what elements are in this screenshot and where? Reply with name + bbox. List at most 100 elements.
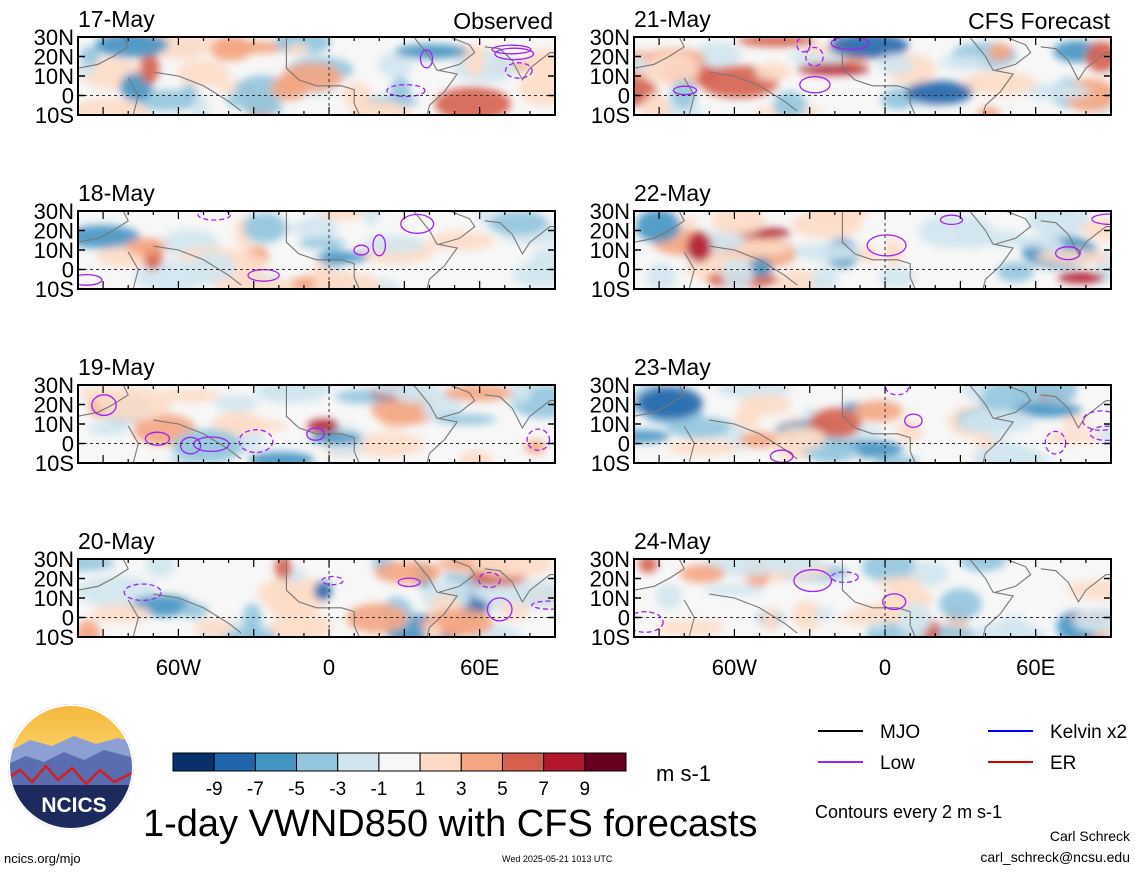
lat-label: 30N — [590, 25, 630, 50]
lat-label: 10N — [34, 64, 74, 89]
figure-title: 1-day VWND850 with CFS forecasts — [143, 803, 758, 845]
colorbar-swatch — [172, 752, 215, 772]
wind-anomaly-field — [634, 385, 1111, 463]
panel-date: 18-May — [78, 180, 155, 206]
colorbar-tick: -3 — [329, 779, 346, 800]
colorbar-tick: -1 — [370, 779, 387, 800]
coastlines — [78, 37, 555, 115]
lat-label: 30N — [590, 373, 630, 398]
lat-label: 10S — [35, 103, 74, 128]
coastlines — [634, 211, 1111, 289]
low-contours — [769, 385, 1111, 463]
lat-label: 10S — [35, 277, 74, 302]
lat-label: 10S — [35, 625, 74, 650]
colorbar-tick: 9 — [580, 779, 591, 800]
footer-email: carl_schreck@ncsu.edu — [980, 849, 1130, 865]
colorbar-tick: 5 — [497, 779, 508, 800]
colorbar-swatch — [337, 752, 380, 772]
coastlines — [634, 385, 1111, 463]
ncics-logo: NCICS — [8, 704, 134, 830]
lat-label: 30N — [34, 373, 74, 398]
panel-date: 19-May — [78, 354, 155, 380]
panel-date: 17-May — [78, 6, 155, 32]
wind-anomaly-field — [78, 385, 555, 463]
colorbar-swatch — [501, 752, 545, 772]
lat-label: 30N — [34, 547, 74, 572]
observed-label: Observed — [453, 8, 553, 34]
panel-date: 22-May — [634, 180, 711, 206]
lat-label: 20N — [34, 567, 74, 592]
colorbar-swatch — [254, 752, 298, 772]
lat-label: 10N — [590, 238, 630, 263]
lat-label: 0 — [62, 606, 74, 631]
colorbar-swatch — [584, 752, 627, 772]
lat-label: 0 — [618, 258, 630, 283]
lat-label: 30N — [590, 199, 630, 224]
lat-label: 20N — [34, 45, 74, 70]
lat-label: 10S — [591, 103, 630, 128]
logo-text: NCICS — [41, 794, 106, 817]
panel-date: 20-May — [78, 528, 155, 554]
lat-label: 30N — [34, 25, 74, 50]
lon-label: 60W — [156, 655, 201, 680]
panel-date: 24-May — [634, 528, 711, 554]
lat-label: 30N — [34, 199, 74, 224]
legend-label: Low — [880, 753, 915, 774]
lat-label: 0 — [618, 84, 630, 109]
panel-date: 21-May — [634, 6, 711, 32]
low-contours — [634, 569, 907, 633]
lat-label: 0 — [62, 84, 74, 109]
colorbar-swatch — [378, 752, 421, 772]
contour-note: Contours every 2 m s-1 — [815, 802, 1002, 822]
footer-timestamp: Wed 2025-05-21 1013 UTC — [502, 854, 613, 864]
colorbar-tick: 1 — [415, 779, 426, 800]
lat-label: 10S — [591, 277, 630, 302]
lat-label: 0 — [618, 606, 630, 631]
colorbar-tick: -9 — [206, 779, 223, 800]
lat-label: 10N — [34, 412, 74, 437]
colorbar-units: m s-1 — [656, 761, 711, 786]
colorbar-tick: 7 — [538, 779, 549, 800]
lon-label: 60E — [460, 655, 499, 680]
colorbar-swatch — [296, 752, 339, 772]
lat-label: 20N — [590, 219, 630, 244]
coastlines — [78, 385, 555, 463]
lat-label: 10S — [35, 451, 74, 476]
footer-url: ncics.org/mjo — [4, 851, 81, 866]
legend-label: ER — [1050, 753, 1076, 774]
lat-label: 30N — [590, 547, 630, 572]
low-contours — [91, 394, 551, 455]
lat-label: 20N — [590, 567, 630, 592]
colorbar-swatch — [543, 752, 586, 772]
legend-label: MJO — [880, 722, 920, 743]
lon-label: 0 — [879, 655, 891, 680]
footer-author: Carl Schreck — [1050, 828, 1131, 844]
lat-label: 10S — [591, 451, 630, 476]
colorbar: -9 -7 -5 -3 -1 1 3 5 7 9 — [172, 752, 627, 800]
wind-anomaly-field — [78, 37, 555, 115]
wind-anomaly-field — [635, 211, 1111, 289]
lat-label: 20N — [590, 45, 630, 70]
lon-label: 60W — [712, 655, 757, 680]
colorbar-tick: -7 — [247, 779, 264, 800]
contour-legend: MJO Kelvin x2 Low ER — [818, 722, 1127, 774]
wind-anomaly-field — [78, 211, 555, 289]
legend-label: Kelvin x2 — [1050, 722, 1127, 743]
lat-label: 20N — [590, 393, 630, 418]
wind-anomaly-field — [634, 37, 1111, 115]
colorbar-tick: 3 — [456, 779, 467, 800]
colorbar-swatch — [460, 752, 503, 772]
lat-label: 10N — [34, 238, 74, 263]
lat-label: 10N — [34, 586, 74, 611]
lat-label: 10N — [590, 586, 630, 611]
lon-label: 60E — [1016, 655, 1055, 680]
lat-label: 10N — [590, 412, 630, 437]
lat-label: 10S — [591, 625, 630, 650]
low-contours — [866, 213, 1111, 261]
